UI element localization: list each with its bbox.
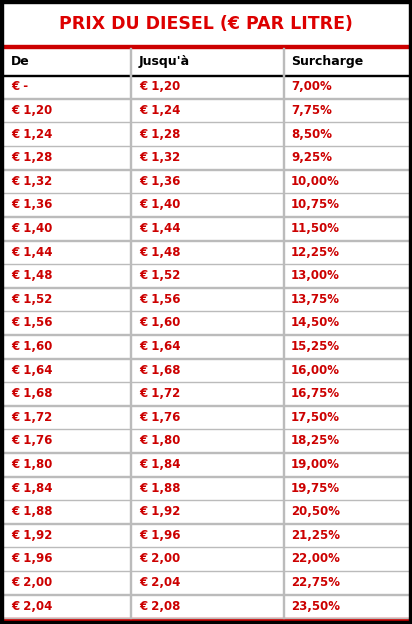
Text: € 1,52: € 1,52 <box>139 269 180 282</box>
Text: € 2,00: € 2,00 <box>11 576 52 589</box>
Text: 8,50%: 8,50% <box>291 127 332 140</box>
Text: € 1,76: € 1,76 <box>11 434 52 447</box>
Text: 16,75%: 16,75% <box>291 388 340 400</box>
Text: € 1,40: € 1,40 <box>11 222 52 235</box>
Text: € 1,40: € 1,40 <box>139 198 180 212</box>
Text: Surcharge: Surcharge <box>291 55 363 68</box>
Text: € 1,68: € 1,68 <box>139 364 180 377</box>
Text: € 1,44: € 1,44 <box>139 222 180 235</box>
Text: 21,25%: 21,25% <box>291 529 340 542</box>
Text: € 2,00: € 2,00 <box>139 552 180 565</box>
Text: € 1,56: € 1,56 <box>139 293 180 306</box>
Text: 17,50%: 17,50% <box>291 411 340 424</box>
Text: De: De <box>11 55 30 68</box>
Text: € 1,72: € 1,72 <box>11 411 52 424</box>
Text: € 1,36: € 1,36 <box>139 175 180 188</box>
Text: 23,50%: 23,50% <box>291 600 340 613</box>
Text: € -: € - <box>11 80 28 94</box>
Text: € 1,84: € 1,84 <box>11 482 52 495</box>
Text: € 1,28: € 1,28 <box>11 151 52 164</box>
Text: € 2,08: € 2,08 <box>139 600 180 613</box>
Text: € 1,96: € 1,96 <box>11 552 52 565</box>
Text: € 1,92: € 1,92 <box>11 529 52 542</box>
Text: Jusqu'à: Jusqu'à <box>139 55 190 68</box>
Text: € 1,80: € 1,80 <box>11 458 52 471</box>
Text: 19,75%: 19,75% <box>291 482 340 495</box>
Text: 9,25%: 9,25% <box>291 151 332 164</box>
Text: € 1,44: € 1,44 <box>11 246 52 258</box>
Text: € 2,04: € 2,04 <box>139 576 180 589</box>
Text: € 1,92: € 1,92 <box>139 505 180 519</box>
Text: 20,50%: 20,50% <box>291 505 340 519</box>
Text: € 1,64: € 1,64 <box>11 364 52 377</box>
Text: € 1,80: € 1,80 <box>139 434 180 447</box>
Text: € 1,60: € 1,60 <box>11 340 52 353</box>
Text: 10,00%: 10,00% <box>291 175 340 188</box>
Text: € 1,88: € 1,88 <box>11 505 52 519</box>
Text: € 1,96: € 1,96 <box>139 529 180 542</box>
Text: 13,00%: 13,00% <box>291 269 340 282</box>
Text: € 1,60: € 1,60 <box>139 316 180 329</box>
Text: € 1,52: € 1,52 <box>11 293 52 306</box>
Text: € 1,48: € 1,48 <box>139 246 180 258</box>
Text: 7,75%: 7,75% <box>291 104 332 117</box>
Text: 13,75%: 13,75% <box>291 293 340 306</box>
Text: € 1,88: € 1,88 <box>139 482 180 495</box>
Text: 19,00%: 19,00% <box>291 458 340 471</box>
Text: € 1,68: € 1,68 <box>11 388 52 400</box>
Text: € 1,28: € 1,28 <box>139 127 180 140</box>
Text: € 1,72: € 1,72 <box>139 388 180 400</box>
Text: € 1,24: € 1,24 <box>11 127 52 140</box>
Text: € 1,32: € 1,32 <box>11 175 52 188</box>
Text: € 1,56: € 1,56 <box>11 316 52 329</box>
Text: 11,50%: 11,50% <box>291 222 340 235</box>
Text: 10,75%: 10,75% <box>291 198 340 212</box>
Text: 7,00%: 7,00% <box>291 80 332 94</box>
Text: € 1,36: € 1,36 <box>11 198 52 212</box>
Text: PRIX DU DIESEL (€ PAR LITRE): PRIX DU DIESEL (€ PAR LITRE) <box>59 15 353 33</box>
Text: € 1,24: € 1,24 <box>139 104 180 117</box>
Text: € 1,48: € 1,48 <box>11 269 52 282</box>
Text: 12,25%: 12,25% <box>291 246 340 258</box>
Text: 22,00%: 22,00% <box>291 552 340 565</box>
Text: € 1,84: € 1,84 <box>139 458 180 471</box>
Text: 18,25%: 18,25% <box>291 434 340 447</box>
Text: 15,25%: 15,25% <box>291 340 340 353</box>
Text: 14,50%: 14,50% <box>291 316 340 329</box>
Text: € 1,20: € 1,20 <box>11 104 52 117</box>
Text: € 1,20: € 1,20 <box>139 80 180 94</box>
Text: 16,00%: 16,00% <box>291 364 340 377</box>
Text: € 2,04: € 2,04 <box>11 600 52 613</box>
Text: € 1,32: € 1,32 <box>139 151 180 164</box>
Text: € 1,64: € 1,64 <box>139 340 180 353</box>
Text: 22,75%: 22,75% <box>291 576 340 589</box>
Text: € 1,76: € 1,76 <box>139 411 180 424</box>
